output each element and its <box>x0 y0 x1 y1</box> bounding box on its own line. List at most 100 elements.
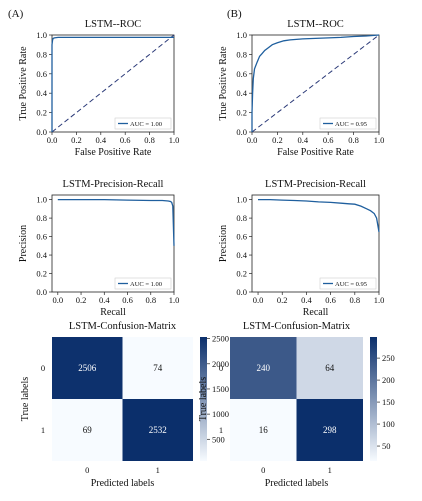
legend-label: AUC = 0.95 <box>335 121 367 128</box>
heatmap-cell <box>122 337 193 399</box>
series-line <box>258 198 380 233</box>
chart-5: LSTM-Confusion-Matrix 240 64 16 298 0 0 1 1 Predi… <box>198 321 395 489</box>
y-tick-label: 0.0 <box>36 287 47 297</box>
x-tick-label: 0.6 <box>325 295 336 305</box>
y-tick-label: 0.6 <box>236 69 247 79</box>
y-tick-label: 0.2 <box>36 269 47 279</box>
y-axis-label: True Positive Rate <box>218 46 229 121</box>
y-tick-label: 0.0 <box>36 127 47 137</box>
y-axis-label: True labels <box>20 377 31 421</box>
chart-title: LSTM-Confusion-Matrix <box>69 321 177 332</box>
legend-box <box>319 277 377 290</box>
chance-diagonal <box>51 34 175 133</box>
chart-3: LSTM-Precision-Recall 0.0 0.2 0.4 0.6 0.8 1.0 0… <box>218 179 384 318</box>
y-tick-label: 0.2 <box>236 269 247 279</box>
colorbar <box>200 337 207 461</box>
colorbar-tick-label: 1000 <box>212 409 229 419</box>
x-tick-label: 1 <box>156 465 160 475</box>
panel-label-a: (A) <box>8 8 24 20</box>
chart-1: LSTM--ROC 0.0 0.2 0.4 0.6 0.8 1.0 0.0 0.2 0.4 0.6 0… <box>218 19 384 158</box>
series-line <box>251 34 380 132</box>
y-tick-label: 0.4 <box>236 88 247 98</box>
heatmap-cell <box>296 337 363 399</box>
x-tick-label: 0.2 <box>272 135 283 145</box>
chart-2: LSTM-Precision-Recall 0.0 0.2 0.4 0.6 0.8 1.0 0… <box>18 179 179 318</box>
x-tick-label: 0.0 <box>253 295 264 305</box>
heatmap-cell <box>52 337 123 399</box>
cell-value: 64 <box>325 363 335 373</box>
heatmap-cell <box>230 399 297 461</box>
chart-title: LSTM--ROC <box>85 19 142 30</box>
chart-title: LSTM-Confusion-Matrix <box>243 321 351 332</box>
y-tick-label: 0.4 <box>36 250 47 260</box>
plot-frame <box>251 34 380 133</box>
x-axis-label: Recall <box>303 307 329 318</box>
y-tick-label: 0.6 <box>36 69 47 79</box>
heatmap-cell <box>122 399 193 461</box>
y-tick-label: 1 <box>219 425 223 435</box>
colorbar-tick-label: 1500 <box>212 384 229 394</box>
x-axis-label: False Positive Rate <box>75 147 152 158</box>
heatmap-cell <box>230 337 297 399</box>
x-tick-label: 0.0 <box>47 135 58 145</box>
x-axis-label: Predicted labels <box>91 478 155 489</box>
y-axis-label: True Positive Rate <box>18 46 29 121</box>
x-axis-label: Recall <box>100 307 126 318</box>
y-tick-label: 1.0 <box>236 195 247 205</box>
x-tick-label: 1.0 <box>169 295 180 305</box>
series-line <box>57 198 175 246</box>
colorbar-tick-label: 200 <box>382 375 395 385</box>
series-line <box>51 36 174 132</box>
x-tick-label: 0.4 <box>99 295 110 305</box>
y-tick-label: 0.2 <box>36 108 47 118</box>
x-tick-label: 0 <box>261 465 265 475</box>
legend-box <box>114 117 172 130</box>
colorbar-tick-label: 100 <box>382 419 395 429</box>
cell-value: 298 <box>323 425 337 435</box>
legend-label: AUC = 1.00 <box>130 121 162 128</box>
x-tick-label: 1 <box>328 465 332 475</box>
y-tick-label: 0.2 <box>236 108 247 118</box>
x-tick-label: 0.6 <box>122 295 133 305</box>
cell-value: 240 <box>257 363 271 373</box>
cell-value: 16 <box>259 425 269 435</box>
x-tick-label: 0.8 <box>348 135 359 145</box>
y-tick-label: 1.0 <box>236 30 247 40</box>
y-tick-label: 0 <box>219 363 223 373</box>
x-tick-label: 0.4 <box>301 295 312 305</box>
x-tick-label: 0.2 <box>76 295 87 305</box>
legend-box <box>114 277 172 290</box>
colorbar-tick-label: 50 <box>382 441 391 451</box>
cell-value: 2532 <box>149 425 167 435</box>
y-axis-label: True labels <box>198 377 209 421</box>
y-tick-label: 0.0 <box>236 127 247 137</box>
cell-value: 69 <box>83 425 93 435</box>
y-axis-label: Precision <box>18 225 29 262</box>
x-axis-label: Predicted labels <box>265 478 329 489</box>
x-tick-label: 1.0 <box>374 295 385 305</box>
chance-diagonal <box>251 34 380 133</box>
x-tick-label: 0 <box>85 465 89 475</box>
heatmap-cell <box>296 399 363 461</box>
x-tick-label: 1.0 <box>169 135 180 145</box>
y-tick-label: 0.0 <box>236 287 247 297</box>
y-tick-label: 0.8 <box>36 49 47 59</box>
legend-label: AUC = 1.00 <box>130 281 162 288</box>
chart-title: LSTM-Precision-Recall <box>265 179 366 190</box>
y-tick-label: 1 <box>41 425 45 435</box>
colorbar-tick-label: 2000 <box>212 359 229 369</box>
x-tick-label: 0.6 <box>120 135 131 145</box>
colorbar-tick-label: 250 <box>382 353 395 363</box>
x-tick-label: 0.0 <box>52 295 63 305</box>
x-tick-label: 0.2 <box>277 295 288 305</box>
colorbar-tick-label: 150 <box>382 397 395 407</box>
y-tick-label: 1.0 <box>36 30 47 40</box>
chart-0: LSTM--ROC 0.0 0.2 0.4 0.6 0.8 1.0 0.0 0.2 0.4 0.6 0… <box>18 19 179 158</box>
colorbar <box>370 337 377 461</box>
x-tick-label: 0.8 <box>144 135 155 145</box>
y-tick-label: 0.4 <box>36 88 47 98</box>
chart-title: LSTM--ROC <box>287 19 344 30</box>
x-tick-label: 0.8 <box>349 295 360 305</box>
